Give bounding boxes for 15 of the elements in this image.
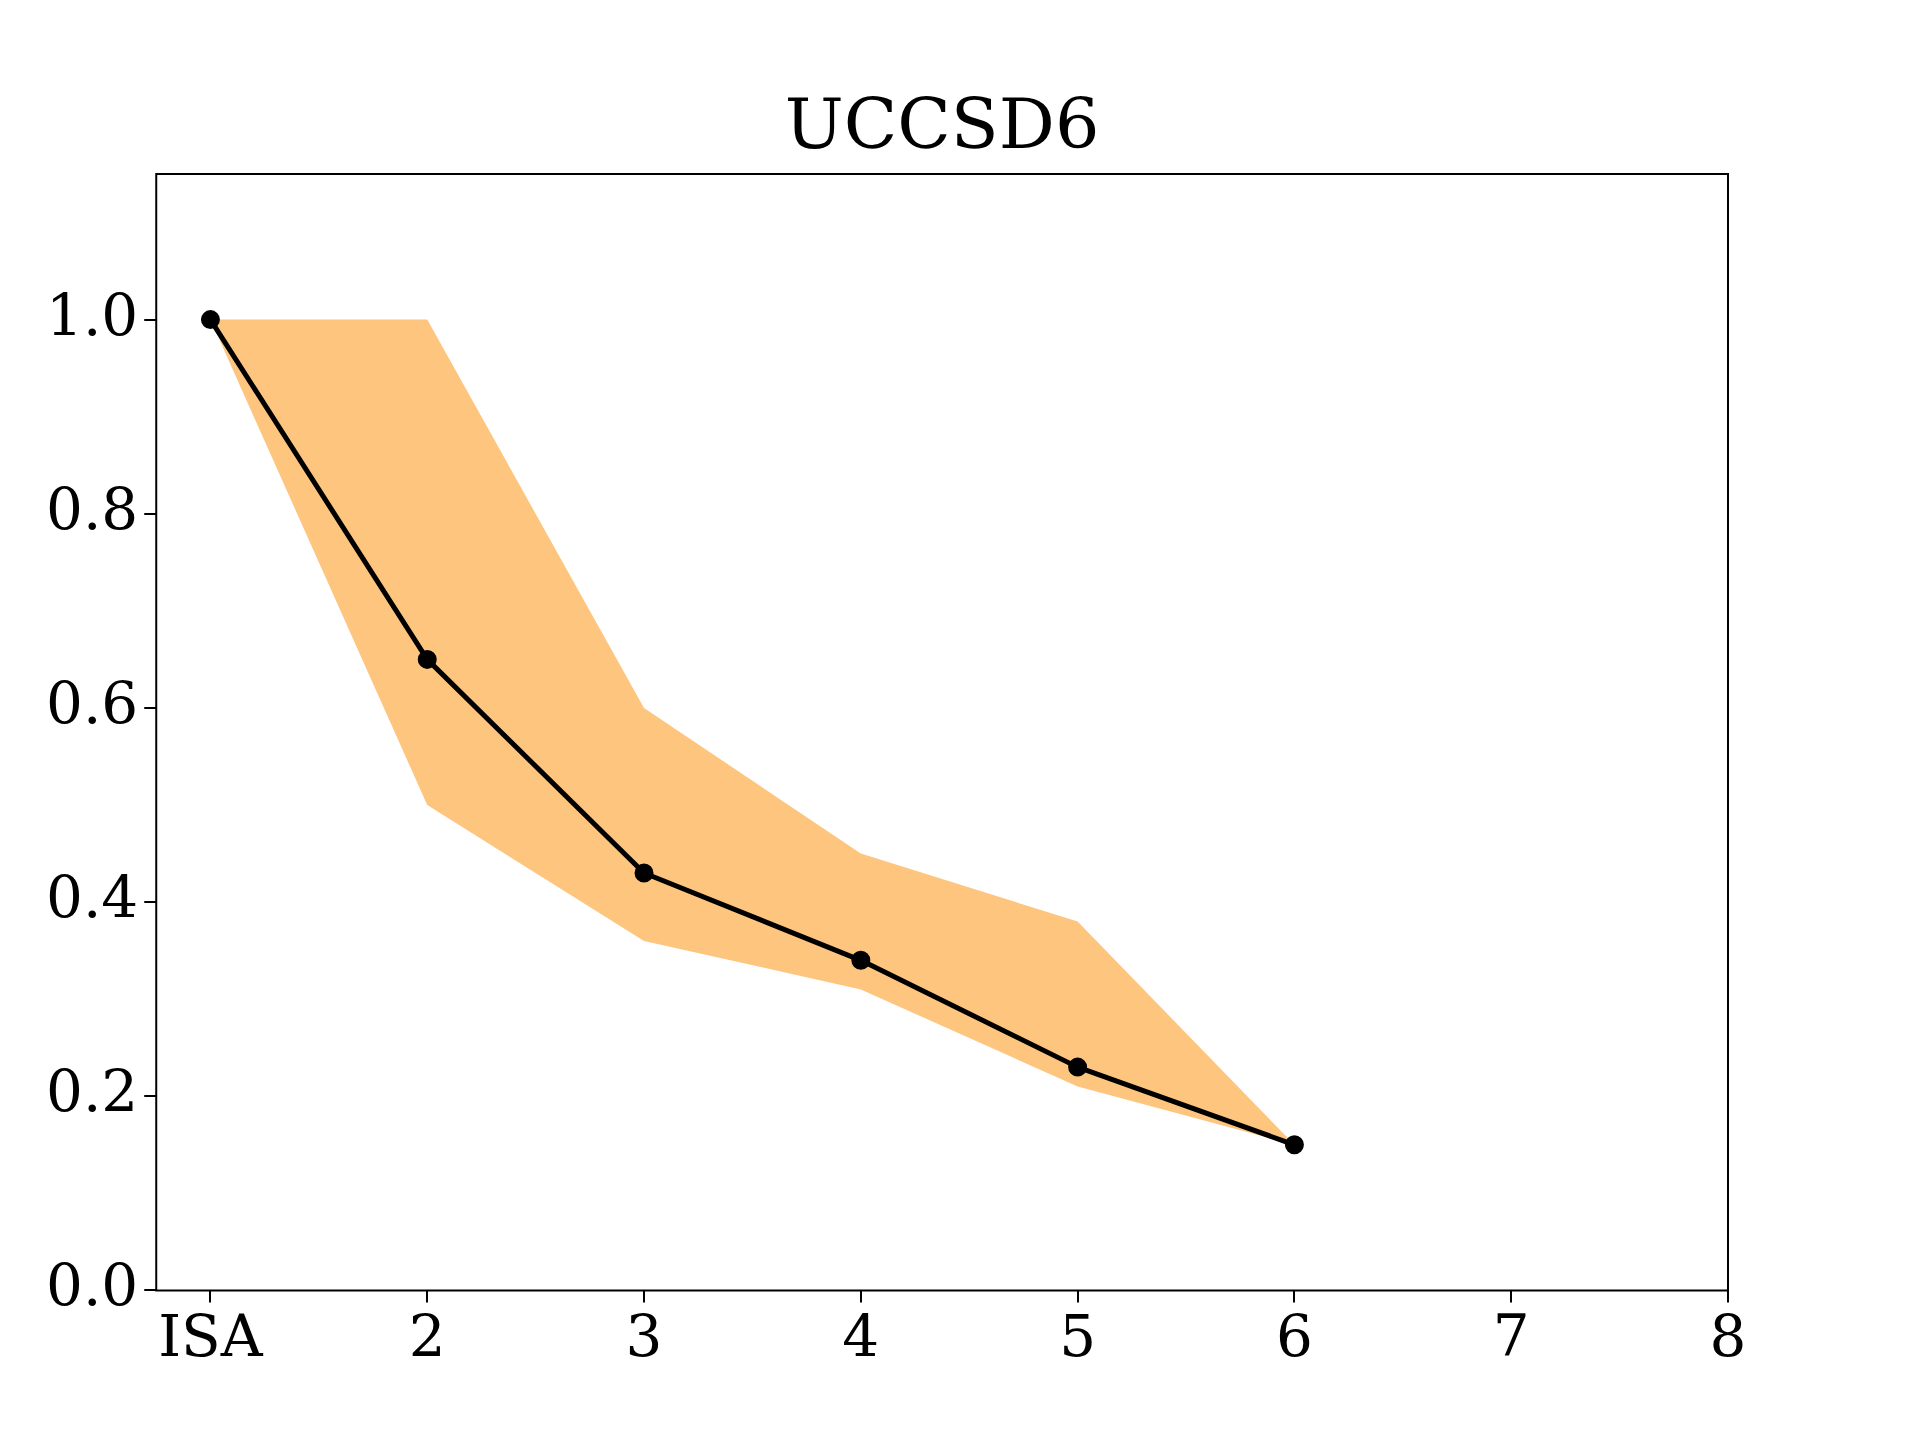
y-tick-label: 0.4 bbox=[45, 863, 139, 932]
y-tick-label: 0.8 bbox=[45, 474, 139, 543]
x-tick-label: 2 bbox=[408, 1302, 446, 1371]
y-tick-label: 1.0 bbox=[45, 280, 139, 349]
x-tick-label: ISA bbox=[158, 1302, 264, 1371]
x-tick-label: 3 bbox=[625, 1302, 663, 1371]
y-tick-label: 0.6 bbox=[45, 668, 139, 737]
x-tick-label: 8 bbox=[1709, 1302, 1747, 1371]
x-tick-label: 4 bbox=[842, 1302, 880, 1371]
y-tick-label: 0.0 bbox=[45, 1251, 139, 1320]
x-tick-label: 6 bbox=[1275, 1302, 1313, 1371]
x-tick-label: 7 bbox=[1492, 1302, 1530, 1371]
y-tick-label: 0.2 bbox=[45, 1057, 139, 1126]
chart-title: UCCSD6 bbox=[784, 83, 1100, 165]
x-tick-label: 5 bbox=[1059, 1302, 1097, 1371]
